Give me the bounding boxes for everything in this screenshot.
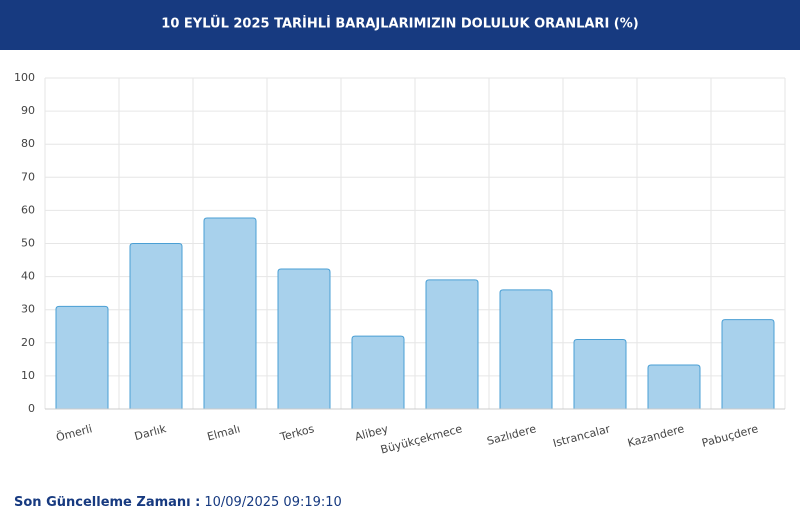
y-tick-label: 40 (21, 270, 35, 283)
footer-value: 10/09/2025 09:19:10 (204, 495, 341, 510)
bar (425, 279, 479, 410)
y-tick-label: 80 (21, 137, 35, 150)
y-tick-label: 70 (21, 170, 35, 183)
bar (647, 364, 701, 410)
y-tick-label: 50 (21, 237, 35, 250)
bar (203, 217, 257, 410)
x-tick-label: Kazandere (626, 422, 686, 450)
footer: Son Güncelleme Zamanı : 10/09/2025 09:19:… (14, 495, 342, 510)
x-tick-label: Alibey (353, 422, 390, 443)
bar (351, 335, 405, 410)
x-tick-label: Büyükçekmece (379, 422, 464, 456)
y-tick-label: 0 (28, 402, 35, 415)
y-tick-label: 60 (21, 203, 35, 216)
bar (499, 289, 553, 410)
x-tick-label: Ömerli (55, 422, 94, 444)
x-tick-label: Elmalı (206, 422, 242, 443)
y-tick-label: 90 (21, 104, 35, 117)
x-tick-label: Darlık (133, 422, 168, 443)
y-tick-label: 100 (14, 71, 35, 84)
bar (721, 319, 775, 410)
bar (129, 243, 183, 410)
x-tick-label: Sazlıdere (485, 422, 537, 448)
bar (573, 338, 627, 410)
x-tick-label: Pabuçdere (700, 422, 759, 450)
y-tick-label: 30 (21, 303, 35, 316)
bar (277, 268, 331, 410)
footer-label: Son Güncelleme Zamanı : (14, 495, 200, 510)
y-tick-label: 10 (21, 369, 35, 382)
bar (55, 305, 109, 410)
y-tick-label: 20 (21, 336, 35, 349)
chart-title: 10 EYLÜL 2025 TARİHLİ BARAJLARIMIZIN DOL… (161, 16, 638, 32)
header-band (0, 0, 800, 50)
x-tick-label: Terkos (278, 422, 316, 444)
x-tick-label: Istrancalar (552, 422, 612, 450)
